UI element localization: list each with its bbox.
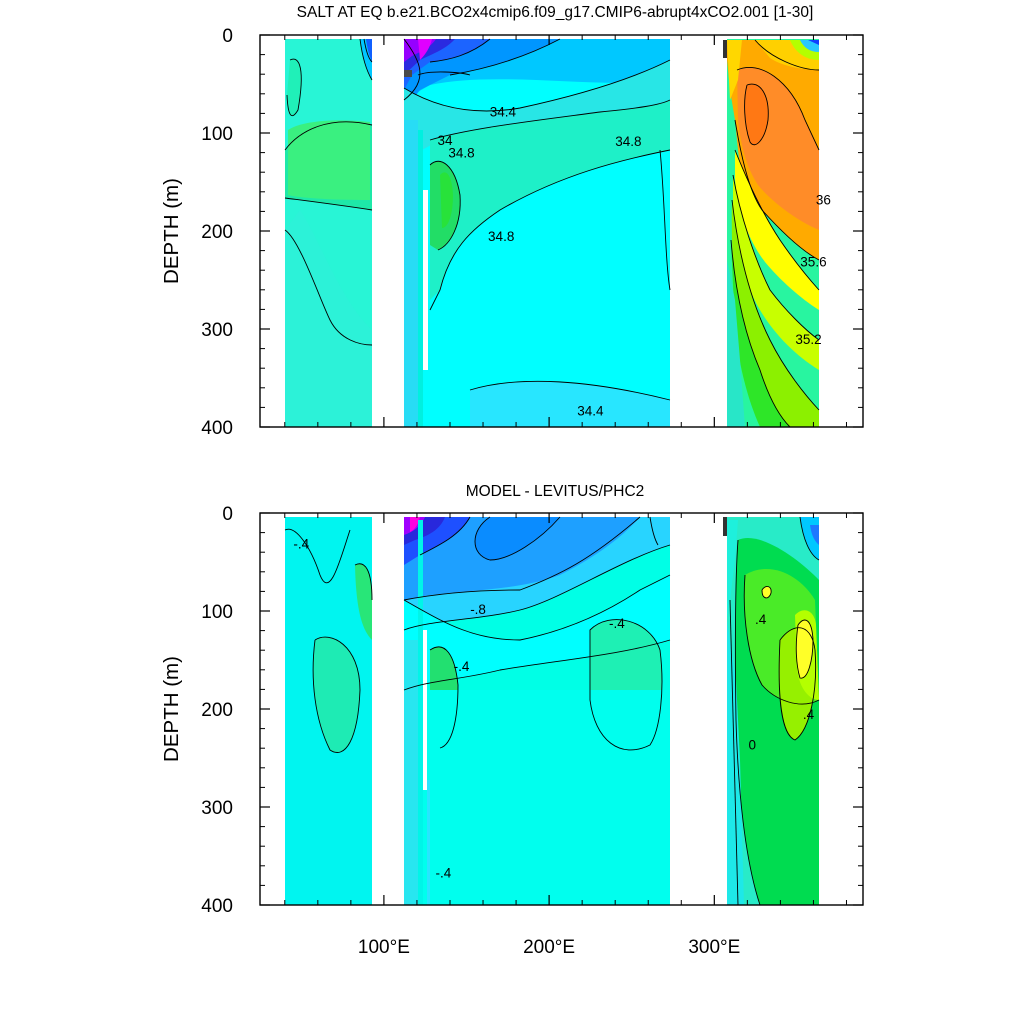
contour-label-text: 34.8 <box>448 146 474 161</box>
contour-label: -.4 <box>435 866 451 881</box>
y-tick-label: 200 <box>201 700 233 721</box>
contour-label: 34.8 <box>448 146 474 161</box>
contour-label-text: -.4 <box>609 616 625 631</box>
contour-label-text: 35.6 <box>800 254 826 269</box>
x-axis: 100°E 200°E 300°E <box>284 513 847 958</box>
contour-label: 34.4 <box>577 403 604 418</box>
contour-label-text: 34.8 <box>488 229 514 244</box>
contour-label-text: 34 <box>438 133 454 148</box>
contour-label: 35.6 <box>800 254 826 269</box>
contour-label: 34.4 <box>490 104 517 119</box>
y-tick-label: 0 <box>222 504 233 525</box>
y-tick-label: 0 <box>222 26 233 47</box>
contour-label: 0 <box>749 737 757 752</box>
contour-label: -.4 <box>293 536 309 551</box>
contour-label: 35.2 <box>795 332 821 347</box>
difference-contour-field <box>284 516 820 905</box>
y-tick-label: 100 <box>201 602 233 623</box>
y-tick-label: 400 <box>201 896 233 917</box>
contour-label-text: .4 <box>755 612 767 627</box>
contour-label-text: -.4 <box>435 866 451 881</box>
contour-label: 36 <box>816 193 831 208</box>
y-tick-label: 100 <box>201 124 233 145</box>
contour-label-text: -.8 <box>470 602 486 617</box>
contour-label-text: 34.4 <box>577 403 604 418</box>
y-tick-label: 200 <box>201 222 233 243</box>
contour-label: 34.8 <box>488 229 514 244</box>
y-axis-label: DEPTH (m) <box>160 178 183 284</box>
difference-contour-labels: -.4 -.8 -.4 -.4 .4 .4 0 -.4 <box>293 536 815 881</box>
y-axis: 0 100 200 300 400 <box>201 26 863 439</box>
contour-label-text: 0 <box>749 737 757 752</box>
x-tick-label: 300°E <box>688 937 740 958</box>
x-tick-label: 100°E <box>358 937 410 958</box>
chart-title: SALT AT EQ b.e21.BCO2x4cmip6.f09_g17.CMI… <box>297 4 814 21</box>
y-tick-label: 300 <box>201 320 233 341</box>
contour-label-text: 34.8 <box>615 134 641 149</box>
contour-label: 34.8 <box>615 134 641 149</box>
contour-label: .4 <box>803 707 815 722</box>
contour-label: -.4 <box>454 659 470 674</box>
y-axis: 0 100 200 300 400 <box>201 504 863 917</box>
contour-label: 34 <box>438 133 454 148</box>
contour-label: -.4 <box>609 616 625 631</box>
y-axis-label: DEPTH (m) <box>160 656 183 762</box>
contour-label-text: 36 <box>816 193 831 208</box>
difference-panel: MODEL - LEVITUS/PHC2 <box>160 483 864 958</box>
y-tick-label: 400 <box>201 418 233 439</box>
y-tick-label: 300 <box>201 798 233 819</box>
contour-label-text: -.4 <box>454 659 470 674</box>
contour-label-text: 34.4 <box>490 104 517 119</box>
salt-panel: SALT AT EQ b.e21.BCO2x4cmip6.f09_g17.CMI… <box>160 4 864 439</box>
x-tick-label: 200°E <box>523 937 575 958</box>
salt-contour-field <box>284 38 820 427</box>
contour-label: -.8 <box>470 602 486 617</box>
contour-label-text: -.4 <box>293 536 309 551</box>
contour-label-text: 35.2 <box>795 332 821 347</box>
contour-label-text: .4 <box>803 707 815 722</box>
chart-title: MODEL - LEVITUS/PHC2 <box>466 483 645 500</box>
contour-label: .4 <box>755 612 767 627</box>
